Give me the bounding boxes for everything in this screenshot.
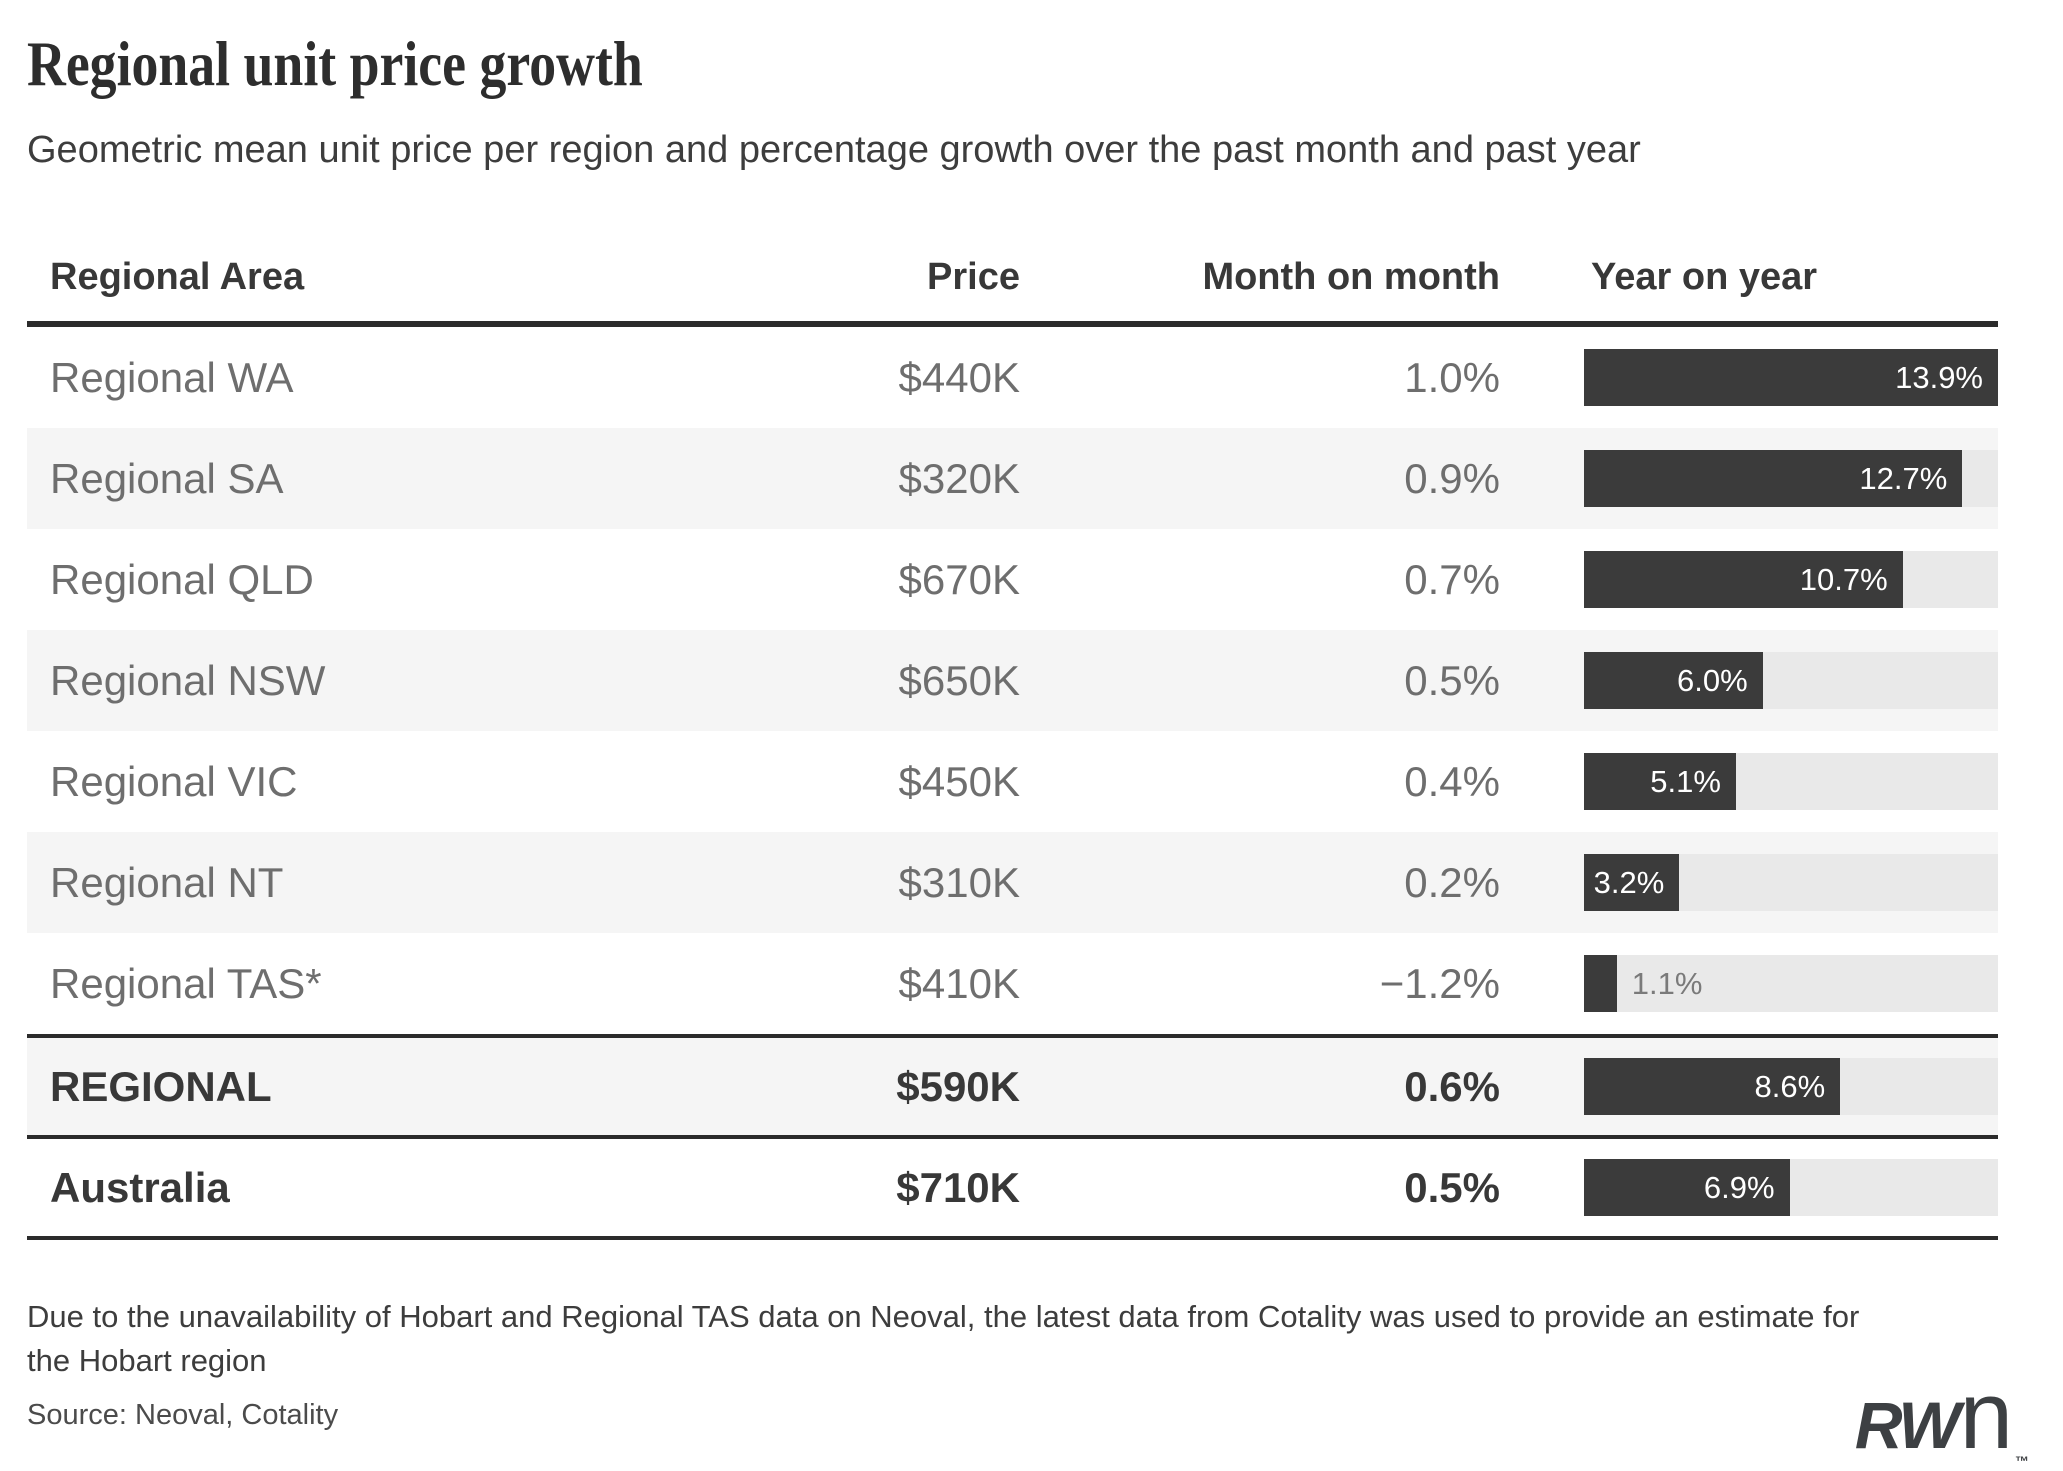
yoy-bar-fill [1584, 652, 1763, 710]
area-cell: Regional SA [50, 454, 284, 502]
footnote-line-2: the Hobart region [27, 1343, 267, 1379]
mom-cell: 0.5% [1404, 656, 1500, 704]
rwn-logo: RWn ™ [1854, 1361, 2029, 1471]
price-growth-table: Regional Area Price Month on month Year … [27, 207, 1998, 1241]
area-cell: Regional VIC [50, 757, 298, 805]
area-cell: Regional NSW [50, 656, 326, 704]
area-cell: Regional TAS* [50, 959, 322, 1007]
yoy-bar-label: 5.1% [1650, 763, 1721, 799]
yoy-cell: 5.1% [1584, 753, 1998, 811]
mom-cell: 0.9% [1404, 454, 1500, 502]
yoy-bar-track: 12.7% [1584, 450, 1998, 508]
area-cell: Australia [50, 1163, 230, 1211]
yoy-bar-fill [1584, 551, 1903, 609]
yoy-bar-fill [1584, 854, 1680, 912]
page: Regional unit price growth Geometric mea… [27, 0, 1998, 1432]
yoy-cell: 10.7% [1584, 551, 1998, 609]
yoy-cell: 3.2% [1584, 854, 1998, 912]
trademark-symbol: ™ [2015, 1453, 2029, 1469]
source-note: Source: Neoval, Cotality [27, 1399, 339, 1432]
yoy-cell: 6.0% [1584, 652, 1998, 710]
price-cell: $440K [898, 353, 1020, 401]
mom-cell: 0.2% [1404, 858, 1500, 906]
yoy-bar-fill [1584, 349, 1998, 407]
table-body: Regional WA $440K 1.0% 13.9% Regional SA… [27, 327, 1998, 1241]
table-row: Regional NT $310K 0.2% 3.2% [27, 832, 1998, 934]
table-row: Regional NSW $650K 0.5% 6.0% [27, 630, 1998, 732]
area-cell: REGIONAL [50, 1062, 272, 1110]
mom-cell: −1.2% [1379, 959, 1500, 1007]
rwn-logo-n: n [1959, 1362, 2013, 1469]
page-subtitle: Geometric mean unit price per region and… [27, 128, 1641, 171]
price-cell: $410K [898, 959, 1020, 1007]
mom-cell: 1.0% [1404, 353, 1500, 401]
column-header-price: Price [927, 256, 1020, 299]
yoy-bar-fill [1584, 1058, 1841, 1116]
table-row: Regional SA $320K 0.9% 12.7% [27, 428, 1998, 530]
yoy-cell: 13.9% [1584, 349, 1998, 407]
yoy-bar-label: 1.1% [1631, 965, 1703, 1001]
mom-cell: 0.6% [1404, 1062, 1500, 1110]
price-cell: $590K [896, 1062, 1020, 1110]
column-header-year-on-year: Year on year [1591, 256, 1818, 299]
yoy-bar-track: 8.6% [1584, 1058, 1998, 1116]
yoy-bar-label: 3.2% [1593, 864, 1665, 900]
yoy-cell: 1.1% [1584, 955, 1998, 1013]
yoy-cell: 8.6% [1584, 1058, 1998, 1116]
yoy-cell: 6.9% [1584, 1159, 1998, 1217]
column-header-month-on-month: Month on month [1202, 256, 1500, 299]
footnote-line-1: Due to the unavailability of Hobart and … [27, 1299, 1860, 1335]
rwn-logo-rw: RW [1854, 1388, 1961, 1462]
price-cell: $450K [898, 757, 1020, 805]
table-row: Regional TAS* $410K −1.2% 1.1% [27, 933, 1998, 1034]
yoy-bar-fill [1584, 753, 1736, 811]
footnote: Due to the unavailability of Hobart and … [27, 1295, 1998, 1383]
yoy-bar-track: 6.0% [1584, 652, 1998, 710]
yoy-bar-fill [1584, 450, 1963, 508]
price-cell: $710K [896, 1163, 1020, 1211]
yoy-bar-track: 1.1% [1584, 955, 1998, 1013]
price-cell: $670K [898, 555, 1020, 603]
table-row: REGIONAL $590K 0.6% 8.6% [27, 1034, 1998, 1136]
yoy-bar-track: 5.1% [1584, 753, 1998, 811]
yoy-bar-label: 12.7% [1859, 460, 1948, 496]
yoy-bar-label: 10.7% [1799, 561, 1888, 597]
table-row: Australia $710K 0.5% 6.9% [27, 1135, 1998, 1236]
yoy-bar-label: 13.9% [1895, 359, 1983, 395]
table-row: Regional QLD $670K 0.7% 10.7% [27, 529, 1998, 630]
yoy-bar-track: 6.9% [1584, 1159, 1998, 1217]
yoy-bar-track: 3.2% [1584, 854, 1998, 912]
price-cell: $650K [898, 656, 1020, 704]
page-title: Regional unit price growth [27, 28, 643, 99]
table-row: Regional WA $440K 1.0% 13.9% [27, 327, 1998, 428]
yoy-bar-track: 13.9% [1584, 349, 1998, 407]
table-header-row: Regional Area Price Month on month Year … [27, 207, 1998, 328]
yoy-bar-label: 6.9% [1703, 1169, 1775, 1205]
column-header-regional-area: Regional Area [50, 256, 305, 299]
mom-cell: 0.4% [1404, 757, 1500, 805]
yoy-bar-fill [1584, 955, 1617, 1013]
mom-cell: 0.7% [1404, 555, 1500, 603]
yoy-bar-label: 8.6% [1754, 1068, 1826, 1104]
area-cell: Regional NT [50, 858, 284, 906]
price-cell: $320K [898, 454, 1020, 502]
table-row: Regional VIC $450K 0.4% 5.1% [27, 731, 1998, 832]
yoy-bar-label: 6.0% [1677, 662, 1748, 698]
yoy-cell: 12.7% [1584, 450, 1998, 508]
area-cell: Regional WA [50, 353, 294, 401]
area-cell: Regional QLD [50, 555, 314, 603]
yoy-bar-track: 10.7% [1584, 551, 1998, 609]
price-cell: $310K [898, 858, 1020, 906]
mom-cell: 0.5% [1404, 1163, 1500, 1211]
yoy-bar-fill [1584, 1159, 1790, 1217]
